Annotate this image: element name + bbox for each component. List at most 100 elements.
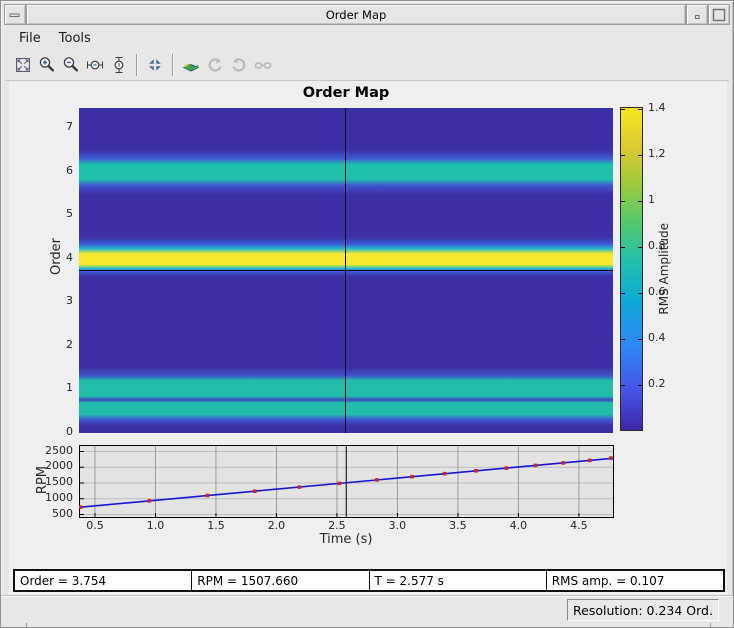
order-tick-label: 4	[66, 250, 73, 264]
order-tick-label: 2	[66, 337, 73, 351]
window-title: Order Map	[26, 4, 686, 25]
zoom-y-icon	[114, 56, 124, 73]
readout-cell: Order = 3.754	[15, 571, 193, 590]
pan-3d-glasses-button[interactable]	[251, 53, 275, 77]
colorbar-tick-label: 1.2	[648, 147, 666, 161]
rpm-sample-marker	[561, 461, 565, 465]
rotate-clockwise-icon	[232, 57, 246, 72]
order-tick-label: 3	[66, 294, 73, 308]
rpm-tick-label: 500	[52, 506, 73, 520]
bottom-status-bar: Resolution: 0.234 Ord.	[1, 595, 733, 627]
colorbar-tick-mark	[621, 109, 625, 111]
rpm-tick-label: 2500	[45, 443, 73, 457]
maximize-button[interactable]	[708, 4, 730, 25]
order-tick-label: 5	[66, 207, 73, 221]
rpm-sample-marker	[474, 469, 478, 473]
zoom-full-view-icon	[16, 57, 30, 72]
pan-3d-glasses-icon	[254, 61, 272, 69]
zoom-y-button[interactable]	[107, 53, 131, 77]
colorbar-tick-mark	[638, 201, 642, 203]
rotate-counterclockwise-button[interactable]	[203, 53, 227, 77]
rpm-sample-marker	[147, 499, 152, 503]
rpm-sample-marker	[79, 505, 83, 509]
order-tick-label: 7	[66, 120, 73, 134]
order-axis-label: Order	[49, 238, 64, 275]
colorbar-tick-label: 1.4	[648, 101, 666, 115]
toolbar-separator	[136, 53, 138, 76]
readout-cell: RPM = 1507.660	[192, 571, 370, 590]
colorbar-tick-label: 0.4	[648, 331, 666, 345]
toolbar	[5, 49, 729, 81]
zoom-x-button[interactable]	[83, 53, 107, 77]
rotate-clockwise-button[interactable]	[227, 53, 251, 77]
rpm-tick-label: 1500	[45, 475, 73, 488]
rpm-time-plot[interactable]	[79, 445, 614, 518]
rpm-sample-marker	[297, 485, 302, 489]
readout-cell: RMS amp. = 0.107	[551, 574, 665, 588]
order-cursor-line[interactable]	[79, 270, 613, 271]
time-tick-label: 4.5	[570, 519, 588, 532]
surface-view-icon	[182, 63, 200, 72]
colorbar-tick-label: 1	[648, 193, 655, 207]
rpm-tick-label: 1000	[45, 490, 73, 504]
time-tick-label: 2.5	[328, 519, 346, 532]
colorbar-tick-mark	[621, 201, 625, 203]
rpm-sample-marker	[609, 456, 613, 460]
title-bar: Order Map	[4, 4, 730, 25]
time-axis-label: Time (s)	[319, 532, 373, 547]
fit-to-view-button[interactable]	[143, 53, 167, 77]
frame-notch	[26, 623, 27, 627]
colorbar-tick-mark	[621, 385, 625, 387]
surface-view-button[interactable]	[179, 53, 203, 77]
rpm-sample-marker	[504, 466, 509, 470]
rpm-sample-marker	[588, 458, 592, 463]
menu-file[interactable]: File	[19, 30, 41, 46]
rpm-sample-marker	[205, 493, 210, 498]
rpm-sample-marker	[442, 471, 447, 476]
cursor-readout-row: Order = 3.754 RPM = 1507.660 T = 2.577 s RM…	[13, 569, 725, 592]
menu-tools[interactable]: Tools	[58, 30, 91, 46]
order-tick-label: 6	[66, 163, 73, 177]
colorbar-tick-mark	[621, 247, 625, 249]
fit-to-view-icon	[149, 58, 161, 71]
time-tick-label: 4.0	[509, 519, 528, 532]
order-tick-label: 1	[66, 381, 73, 395]
rotate-counterclockwise-icon	[208, 57, 222, 72]
order-tick-label: 0	[66, 425, 73, 438]
rpm-tick-label: 2000	[45, 459, 73, 473]
rpm-sample-marker	[410, 474, 414, 479]
rpm-axis-label: RPM	[35, 466, 50, 495]
colorbar-tick-mark	[621, 155, 625, 157]
zoom-out-button[interactable]	[59, 53, 83, 77]
menu-bar: File Tools	[5, 27, 729, 49]
window-menu-button[interactable]	[4, 4, 26, 25]
time-tick-label: 1.0	[146, 519, 165, 532]
colorbar-tick-label: 0.2	[648, 377, 666, 391]
colorbar-tick-mark	[621, 339, 625, 341]
readout-cell: T = 2.577 s	[370, 571, 547, 590]
frame-notch	[710, 623, 711, 627]
colorbar-tick-mark	[638, 385, 642, 387]
colorbar-tick-mark	[638, 247, 642, 249]
toolbar-separator	[172, 53, 174, 76]
zoom-in-button[interactable]	[35, 53, 59, 77]
rpm-sample-marker	[337, 481, 342, 486]
colorbar-tick-mark	[638, 339, 642, 341]
rpm-sample-marker	[375, 478, 379, 482]
colorbar-tick-label: 0.8	[648, 239, 666, 253]
plot-title: Order Map	[302, 85, 390, 101]
time-tick-label: 3.5	[449, 519, 467, 532]
zoom-full-view-button[interactable]	[11, 53, 35, 77]
colorbar-tick-mark	[638, 293, 642, 295]
minimize-button[interactable]	[686, 4, 708, 25]
zoom-x-icon	[87, 60, 103, 69]
maximize-icon	[712, 8, 726, 21]
time-tick-label: 1.5	[207, 519, 225, 532]
zoom-in-icon	[39, 56, 54, 71]
colorbar-tick-label: 0.6	[648, 285, 666, 299]
colorbar-label: RMS Amplitude	[657, 223, 671, 315]
time-tick-label: 0.5	[86, 519, 104, 532]
resolution-readout: Resolution: 0.234 Ord.	[567, 599, 719, 621]
window-menu-icon	[9, 13, 20, 17]
